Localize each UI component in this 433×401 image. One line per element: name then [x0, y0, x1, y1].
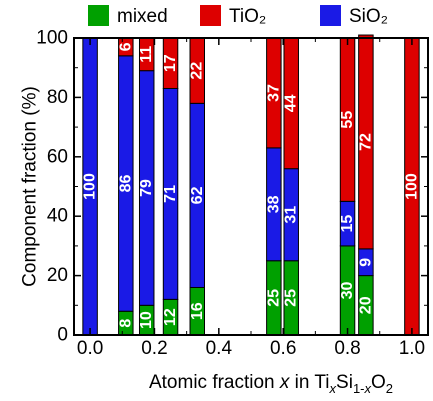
bar-label-mixed-6: 25: [283, 289, 300, 307]
x-axis-label-part-6: x: [364, 381, 372, 396]
y-tick-label-2: 40: [47, 206, 68, 227]
y-tick-label-0: 0: [57, 325, 68, 346]
legend-swatch-TiO2: [200, 5, 221, 26]
x-tick-label-3: 0.6: [270, 338, 296, 359]
bar-label-SiO2-0: 100: [82, 173, 99, 200]
bar-label-TiO2-4: 22: [189, 62, 206, 80]
bars-layer: [82, 34, 420, 336]
bar-label-TiO2-1: 6: [117, 42, 134, 51]
x-axis-label-part-2: in Ti: [289, 372, 329, 393]
x-tick-label-5: 1.0: [399, 338, 425, 359]
legend-label-mixed: mixed: [117, 6, 168, 27]
y-tick-label-5: 100: [36, 28, 68, 49]
y-tick-label-1: 20: [47, 265, 68, 286]
legend-label-TiO2: TiO₂: [229, 6, 266, 27]
bar-label-TiO2-3: 17: [162, 54, 179, 72]
x-tick-label-0: 0.0: [77, 338, 103, 359]
x-axis-label-part-5: 1-: [353, 381, 365, 396]
bar-label-SiO2-8: 9: [357, 258, 374, 267]
legend-swatch-mixed: [88, 5, 109, 26]
y-tick-label-4: 80: [47, 87, 68, 108]
bar-label-SiO2-5: 38: [265, 195, 282, 213]
x-axis-label-part-7: O: [371, 372, 386, 393]
bar-label-mixed-3: 12: [162, 308, 179, 326]
bar-label-SiO2-1: 86: [117, 175, 134, 193]
bar-value-labels: 100 8 86 6 10 79 11 12 71 17 16 62 22 25 38 37 25 31 44 30 1…: [82, 42, 421, 329]
y-tick-label-3: 60: [47, 146, 68, 167]
bar-label-TiO2-5: 37: [265, 84, 282, 102]
x-axis-label-part-8: 2: [386, 381, 393, 396]
bar-label-mixed-7: 30: [339, 281, 356, 299]
legend: mixed TiO₂ SiO₂: [88, 5, 388, 27]
bar-label-mixed-2: 10: [138, 311, 155, 329]
bar-label-TiO2-6: 44: [283, 94, 300, 112]
bar-label-TiO2-2: 11: [138, 46, 155, 63]
x-axis-label-part-1: x: [279, 372, 291, 393]
axes: 0 20 40 60 80 100 0.0 0.2 0.4 0.6 0.8 1.0 Component …: [20, 28, 429, 396]
x-tick-label-1: 0.2: [141, 338, 167, 359]
legend-label-SiO2: SiO₂: [349, 6, 388, 27]
x-axis-label: Atomic fraction x in TixSi1-xO2: [149, 372, 393, 396]
legend-swatch-SiO2: [320, 5, 341, 26]
bar-label-SiO2-4: 62: [189, 186, 206, 204]
bar-label-SiO2-3: 71: [162, 185, 179, 203]
bar-label-mixed-4: 16: [189, 302, 206, 320]
x-tick-label-4: 0.8: [334, 338, 360, 359]
bar-label-mixed-8: 20: [357, 296, 374, 314]
bar-label-mixed-5: 25: [265, 289, 282, 307]
bar-segment-TiO2-8: [358, 34, 374, 250]
bar-label-mixed-1: 8: [117, 319, 134, 328]
bar-label-SiO2-6: 31: [283, 206, 300, 224]
x-axis-label-part-0: Atomic fraction: [149, 372, 280, 393]
bar-label-SiO2-7: 15: [339, 215, 356, 233]
x-axis-label-part-4: Si: [336, 372, 353, 393]
x-axis-label-part-3: x: [329, 381, 337, 396]
x-tick-label-2: 0.4: [206, 338, 233, 359]
bar-label-TiO2-7: 55: [339, 111, 356, 129]
bar-label-TiO2-8: 72: [357, 133, 374, 151]
y-axis-label: Component fraction (%): [20, 86, 41, 287]
bar-label-TiO2-9: 100: [403, 173, 420, 200]
bar-label-SiO2-2: 79: [138, 179, 155, 197]
